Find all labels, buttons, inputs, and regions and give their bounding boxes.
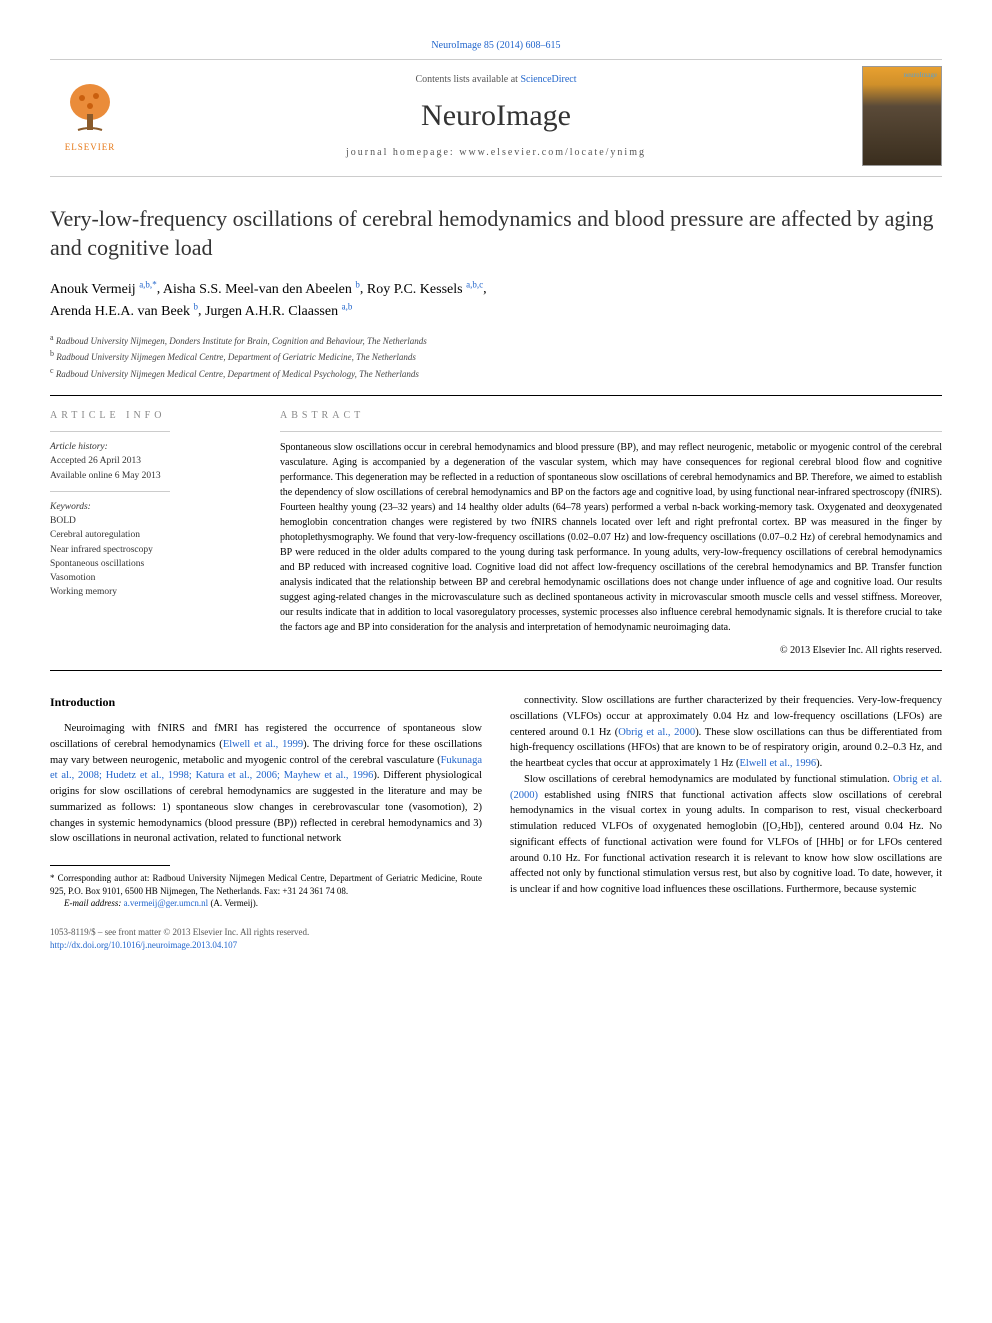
- author-2: Roy P.C. Kessels a,b,c: [367, 282, 483, 297]
- info-abstract-block: article info Article history: Accepted 2…: [50, 395, 942, 671]
- affiliations: a Radboud University Nijmegen, Donders I…: [50, 332, 942, 382]
- corresponding-footnote: * Corresponding author at: Radboud Unive…: [50, 872, 482, 910]
- keywords-label: Keywords:: [50, 500, 250, 514]
- abstract-heading: abstract: [280, 410, 942, 421]
- elsevier-logo: ELSEVIER: [50, 71, 130, 161]
- rule-journal-bottom: [50, 176, 942, 177]
- keyword-3: Spontaneous oscillations: [50, 557, 250, 571]
- rule-top: [50, 59, 942, 60]
- homepage-line: journal homepage: www.elsevier.com/locat…: [142, 147, 850, 158]
- authors-line: Anouk Vermeij a,b,*, Aisha S.S. Meel-van…: [50, 278, 942, 321]
- homepage-prefix: journal homepage:: [346, 147, 459, 158]
- keyword-5: Working memory: [50, 585, 250, 599]
- left-column: Introduction Neuroimaging with fNIRS and…: [50, 693, 482, 953]
- journal-cover-thumb: [862, 66, 942, 166]
- affiliation-c: c Radboud University Nijmegen Medical Ce…: [50, 365, 942, 382]
- left-paragraph-1: Neuroimaging with fNIRS and fMRI has reg…: [50, 721, 482, 847]
- history-label: Article history:: [50, 440, 250, 454]
- accepted-date: Accepted 26 April 2013: [50, 454, 250, 468]
- author-0: Anouk Vermeij a,b,*: [50, 282, 157, 297]
- sciencedirect-link[interactable]: ScienceDirect: [520, 74, 576, 85]
- ref-elwell-1996[interactable]: Elwell et al., 1996: [739, 758, 816, 769]
- header-citation: NeuroImage 85 (2014) 608–615: [50, 40, 942, 51]
- ref-elwell-1999[interactable]: Elwell et al., 1999: [223, 739, 303, 750]
- affiliation-a: a Radboud University Nijmegen, Donders I…: [50, 332, 942, 349]
- affiliation-b: b Radboud University Nijmegen Medical Ce…: [50, 348, 942, 365]
- right-column: connectivity. Slow oscillations are furt…: [510, 693, 942, 953]
- contents-line: Contents lists available at ScienceDirec…: [142, 74, 850, 85]
- doi-link[interactable]: http://dx.doi.org/10.1016/j.neuroimage.2…: [50, 940, 237, 950]
- journal-header: ELSEVIER Contents lists available at Sci…: [50, 66, 942, 166]
- keyword-0: BOLD: [50, 514, 250, 528]
- ref-obrig-2000a[interactable]: Obrig et al., 2000: [618, 727, 695, 738]
- homepage-url: www.elsevier.com/locate/ynimg: [459, 147, 646, 158]
- issn-line: 1053-8119/$ – see front matter © 2013 El…: [50, 926, 482, 940]
- body-columns: Introduction Neuroimaging with fNIRS and…: [50, 693, 942, 953]
- elsevier-tree-icon: [60, 80, 120, 140]
- right-paragraph-1: connectivity. Slow oscillations are furt…: [510, 693, 942, 772]
- abstract-col: abstract Spontaneous slow oscillations o…: [280, 410, 942, 656]
- citation-link[interactable]: NeuroImage 85 (2014) 608–615: [431, 40, 560, 51]
- author-3: Arenda H.E.A. van Beek b: [50, 304, 198, 319]
- article-title: Very-low-frequency oscillations of cereb…: [50, 205, 942, 262]
- email-label: E-mail address:: [64, 898, 124, 908]
- contents-prefix: Contents lists available at: [415, 74, 520, 85]
- keyword-2: Near infrared spectroscopy: [50, 543, 250, 557]
- intro-heading: Introduction: [50, 693, 482, 711]
- corr-text: * Corresponding author at: Radboud Unive…: [50, 872, 482, 897]
- footnote-rule: [50, 865, 170, 866]
- keyword-4: Vasomotion: [50, 571, 250, 585]
- corr-email-link[interactable]: a.vermeij@ger.umcn.nl: [124, 898, 209, 908]
- keyword-1: Cerebral autoregulation: [50, 528, 250, 542]
- abstract-text: Spontaneous slow oscillations occur in c…: [280, 440, 942, 635]
- online-date: Available online 6 May 2013: [50, 469, 250, 483]
- article-info-heading: article info: [50, 410, 250, 421]
- journal-name: NeuroImage: [142, 99, 850, 133]
- author-1: Aisha S.S. Meel-van den Abeelen b: [163, 282, 360, 297]
- right-paragraph-2: Slow oscillations of cerebral hemodynami…: [510, 772, 942, 898]
- email-suffix: (A. Vermeij).: [208, 898, 258, 908]
- bottom-meta: 1053-8119/$ – see front matter © 2013 El…: [50, 926, 482, 953]
- elsevier-label: ELSEVIER: [65, 142, 116, 152]
- abstract-copyright: © 2013 Elsevier Inc. All rights reserved…: [280, 645, 942, 656]
- article-info-col: article info Article history: Accepted 2…: [50, 410, 250, 656]
- author-4: Jurgen A.H.R. Claassen a,b: [205, 304, 352, 319]
